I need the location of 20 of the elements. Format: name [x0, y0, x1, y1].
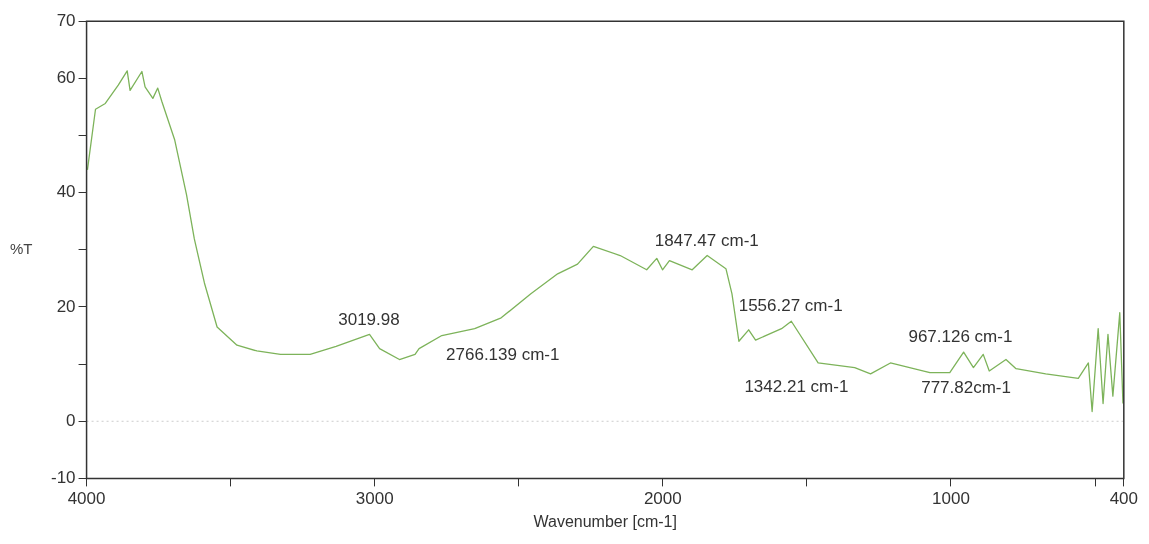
annotation: 1847.47 cm-1 — [654, 230, 759, 250]
x-tick-label: 4000 — [67, 489, 106, 509]
y-tick-label: 60 — [56, 68, 76, 88]
y-tick-label: 0 — [66, 410, 76, 430]
annotation: 967.126 cm-1 — [908, 327, 1013, 347]
y-tick-label: 70 — [56, 10, 76, 30]
x-tick-label: 2000 — [643, 489, 682, 509]
x-tick-label: 400 — [1109, 489, 1139, 509]
annotation: 1556.27 cm-1 — [738, 296, 843, 316]
x-tick-label: 1000 — [932, 489, 970, 509]
x-tick-label: 3000 — [355, 489, 394, 509]
annotation: 3019.98 — [338, 309, 400, 329]
annotation: 777.82cm-1 — [921, 377, 1011, 397]
y-axis-title: %T — [10, 239, 33, 257]
y-tick-label: 20 — [56, 296, 76, 316]
y-tick-label: -10 — [50, 468, 76, 488]
annotation: 1342.21 cm-1 — [744, 376, 849, 396]
y-tick-label: 40 — [56, 182, 76, 202]
x-axis-title: Wavenumber [cm-1] — [533, 512, 677, 530]
annotation: 2766.139 cm-1 — [446, 344, 560, 364]
